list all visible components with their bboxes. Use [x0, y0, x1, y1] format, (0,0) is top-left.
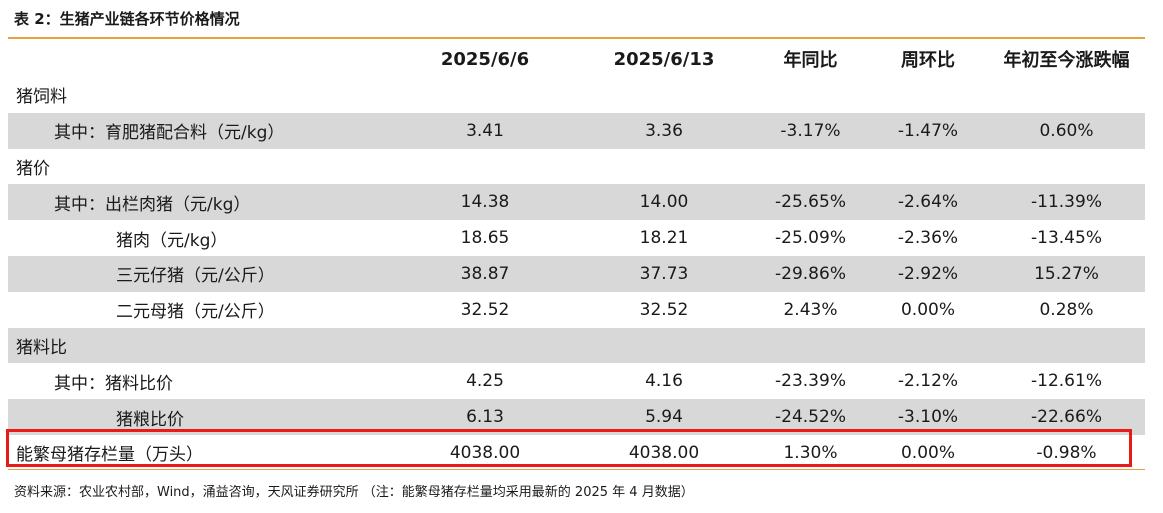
cell: [988, 77, 1145, 113]
cell: -2.92%: [868, 255, 988, 292]
row-label: 三元仔猪（元/公斤）: [8, 255, 395, 292]
header-cell: 2025/6/6: [440, 48, 530, 70]
source-note: 资料来源：农业农村部，Wind，涌益咨询，天风证券研究所 （注：能繁母猪存栏量均…: [14, 485, 694, 500]
cell: 4.25: [466, 371, 504, 392]
cell: [868, 327, 988, 364]
cell: [395, 327, 575, 364]
cell: -2.64%: [868, 184, 988, 221]
cell: [753, 77, 868, 113]
cell: [988, 149, 1145, 185]
header-cell: 年初至今涨跌幅: [1003, 50, 1130, 71]
row-label: 猪价: [16, 158, 50, 179]
cell: -1.47%: [868, 112, 988, 149]
cell: [575, 77, 753, 113]
cell: [868, 149, 988, 185]
cell: 37.73: [575, 255, 753, 292]
table-row: 能繁母猪存栏量（万头） 4038.00 4038.00 1.30% 0.00% …: [8, 435, 1145, 471]
header-cell: [8, 41, 395, 77]
cell: 18.65: [460, 228, 510, 249]
cell: 0.60%: [988, 112, 1145, 149]
cell: 14.38: [395, 184, 575, 221]
cell: -2.12%: [897, 371, 959, 392]
cell: -29.86%: [753, 255, 868, 292]
cell: -12.61%: [1031, 371, 1102, 392]
cell: 32.52: [639, 299, 689, 320]
table-header-row: 2025/6/6 2025/6/13 年同比 周环比 年初至今涨跌幅: [8, 41, 1145, 77]
cell: [575, 149, 753, 185]
cell: -23.39%: [775, 371, 846, 392]
header-cell: 2025/6/13: [613, 48, 715, 70]
table-bottom-rule: [8, 469, 1145, 470]
cell: -3.17%: [753, 112, 868, 149]
table-row: 二元母猪（元/公斤） 32.52 32.52 2.43% 0.00% 0.28%: [8, 292, 1145, 328]
cell: 15.27%: [988, 255, 1145, 292]
cell: 32.52: [460, 299, 510, 320]
cell: 3.41: [395, 112, 575, 149]
row-label: 能繁母猪存栏量（万头）: [16, 445, 203, 466]
cell: [988, 327, 1145, 364]
cell: 0.00%: [900, 299, 955, 320]
cell: 18.21: [639, 228, 689, 249]
cell: 1.30%: [783, 442, 838, 463]
cell: -11.39%: [988, 184, 1145, 221]
table-row: 三元仔猪（元/公斤） 38.87 37.73 -29.86% -2.92% 15…: [8, 255, 1145, 292]
header-cell: 年同比: [783, 50, 838, 71]
cell: [753, 149, 868, 185]
cell: -25.65%: [753, 184, 868, 221]
row-label: 其中：猪料比价: [54, 373, 173, 394]
table-row: 其中：育肥猪配合料（元/kg） 3.41 3.36 -3.17% -1.47% …: [8, 112, 1145, 149]
cell: -2.36%: [897, 228, 959, 249]
cell: 4038.00: [449, 442, 521, 463]
highlight-box: [6, 429, 1132, 467]
table-row: 其中：猪料比价 4.25 4.16 -23.39% -2.12% -12.61%: [8, 363, 1145, 399]
table-row: 猪肉（元/kg） 18.65 18.21 -25.09% -2.36% -13.…: [8, 220, 1145, 256]
cell: 3.36: [575, 112, 753, 149]
cell: [753, 327, 868, 364]
row-label: 猪肉（元/kg）: [116, 230, 228, 251]
cell: 0.00%: [900, 442, 955, 463]
cell: 0.28%: [1039, 299, 1094, 320]
cell: 38.87: [395, 255, 575, 292]
cell: [575, 327, 753, 364]
table-row: 其中：出栏肉猪（元/kg） 14.38 14.00 -25.65% -2.64%…: [8, 184, 1145, 221]
row-label: 其中：育肥猪配合料（元/kg）: [8, 112, 395, 149]
row-label: 猪料比: [8, 327, 395, 364]
row-label: 猪饲料: [16, 87, 67, 108]
table-row: 猪饲料: [8, 77, 1145, 113]
cell: [395, 77, 575, 113]
table-top-rule: [8, 37, 1145, 39]
header-cell: 周环比: [901, 50, 955, 71]
cell: -0.98%: [1036, 442, 1097, 463]
price-table: 2025/6/6 2025/6/13 年同比 周环比 年初至今涨跌幅 猪饲料 其…: [8, 41, 1145, 471]
row-label: 其中：出栏肉猪（元/kg）: [8, 184, 395, 221]
cell: [868, 77, 988, 113]
cell: -25.09%: [775, 228, 846, 249]
table-row: 猪料比: [8, 327, 1145, 364]
table-row: 猪价: [8, 149, 1145, 185]
cell: -13.45%: [1031, 228, 1102, 249]
cell: 4038.00: [628, 442, 700, 463]
cell: 14.00: [575, 184, 753, 221]
cell: 4.16: [645, 371, 683, 392]
table-title: 表 2：生猪产业链各环节价格情况: [14, 10, 240, 28]
cell: [395, 149, 575, 185]
cell: 2.43%: [783, 299, 838, 320]
row-label: 二元母猪（元/公斤）: [116, 302, 275, 323]
